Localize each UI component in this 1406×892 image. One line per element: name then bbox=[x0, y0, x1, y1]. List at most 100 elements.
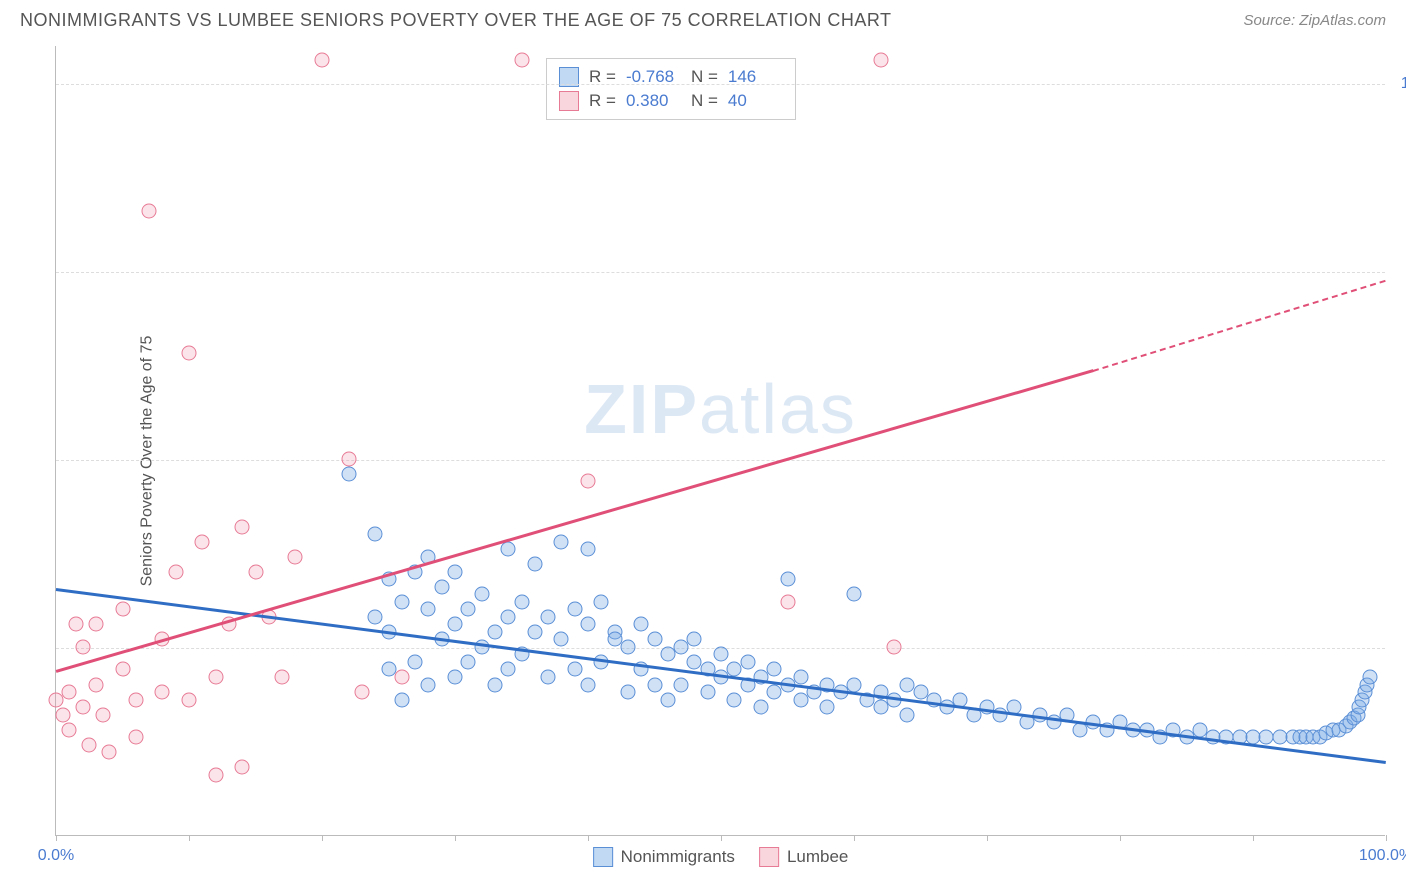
scatter-point bbox=[448, 564, 463, 579]
x-tick bbox=[721, 835, 722, 841]
x-tick bbox=[1386, 835, 1387, 841]
legend-item-blue: Nonimmigrants bbox=[593, 847, 735, 867]
x-tick bbox=[987, 835, 988, 841]
scatter-point bbox=[581, 474, 596, 489]
scatter-point bbox=[487, 677, 502, 692]
scatter-point bbox=[115, 662, 130, 677]
scatter-point bbox=[541, 609, 556, 624]
scatter-point bbox=[900, 707, 915, 722]
scatter-point bbox=[368, 527, 383, 542]
scatter-point bbox=[647, 632, 662, 647]
swatch-blue-icon bbox=[593, 847, 613, 867]
scatter-point bbox=[381, 662, 396, 677]
scatter-point bbox=[421, 677, 436, 692]
scatter-point bbox=[634, 617, 649, 632]
scatter-point bbox=[820, 700, 835, 715]
scatter-point bbox=[235, 760, 250, 775]
scatter-point bbox=[581, 542, 596, 557]
stat-r-label: R = bbox=[589, 91, 616, 111]
scatter-point bbox=[554, 534, 569, 549]
gridline-h bbox=[56, 272, 1385, 273]
scatter-point bbox=[68, 617, 83, 632]
scatter-point bbox=[527, 624, 542, 639]
x-tick bbox=[854, 835, 855, 841]
scatter-point bbox=[394, 692, 409, 707]
scatter-point bbox=[501, 542, 516, 557]
scatter-point bbox=[128, 730, 143, 745]
scatter-point bbox=[461, 602, 476, 617]
scatter-point bbox=[594, 594, 609, 609]
scatter-point bbox=[235, 519, 250, 534]
scatter-point bbox=[567, 602, 582, 617]
scatter-point bbox=[142, 203, 157, 218]
scatter-point bbox=[501, 662, 516, 677]
scatter-point bbox=[354, 685, 369, 700]
scatter-point bbox=[474, 587, 489, 602]
source-attribution: Source: ZipAtlas.com bbox=[1243, 12, 1386, 29]
scatter-point bbox=[740, 654, 755, 669]
legend-label-blue: Nonimmigrants bbox=[621, 847, 735, 867]
stats-row-blue: R = -0.768 N = 146 bbox=[559, 65, 783, 89]
scatter-point bbox=[275, 670, 290, 685]
scatter-point bbox=[514, 53, 529, 68]
trendline-dashed bbox=[1093, 279, 1386, 371]
plot-area: ZIPatlas R = -0.768 N = 146 R = 0.380 N … bbox=[55, 46, 1385, 836]
x-tick bbox=[455, 835, 456, 841]
scatter-point bbox=[434, 579, 449, 594]
scatter-point bbox=[62, 722, 77, 737]
x-tick bbox=[322, 835, 323, 841]
scatter-point bbox=[674, 677, 689, 692]
scatter-point bbox=[581, 617, 596, 632]
scatter-point bbox=[873, 53, 888, 68]
scatter-point bbox=[581, 677, 596, 692]
scatter-point bbox=[182, 692, 197, 707]
scatter-point bbox=[567, 662, 582, 677]
scatter-point bbox=[182, 346, 197, 361]
scatter-point bbox=[753, 700, 768, 715]
y-tick-label: 75.0% bbox=[1395, 263, 1406, 281]
scatter-point bbox=[448, 670, 463, 685]
scatter-point bbox=[501, 609, 516, 624]
scatter-point bbox=[408, 654, 423, 669]
scatter-point bbox=[394, 670, 409, 685]
scatter-point bbox=[248, 564, 263, 579]
legend-bottom: Nonimmigrants Lumbee bbox=[593, 847, 849, 867]
x-tick-label: 100.0% bbox=[1359, 847, 1406, 865]
scatter-point bbox=[195, 534, 210, 549]
scatter-point bbox=[82, 737, 97, 752]
scatter-point bbox=[647, 677, 662, 692]
scatter-point bbox=[88, 617, 103, 632]
scatter-point bbox=[155, 685, 170, 700]
scatter-point bbox=[208, 670, 223, 685]
scatter-point bbox=[780, 572, 795, 587]
scatter-point bbox=[421, 602, 436, 617]
x-tick bbox=[588, 835, 589, 841]
y-tick-label: 50.0% bbox=[1395, 451, 1406, 469]
scatter-point bbox=[115, 602, 130, 617]
scatter-point bbox=[394, 594, 409, 609]
y-tick-label: 100.0% bbox=[1395, 75, 1406, 93]
trendline bbox=[56, 370, 1094, 673]
swatch-pink-icon bbox=[559, 91, 579, 111]
scatter-point bbox=[487, 624, 502, 639]
scatter-point bbox=[288, 549, 303, 564]
scatter-point bbox=[341, 451, 356, 466]
scatter-point bbox=[767, 662, 782, 677]
legend-item-pink: Lumbee bbox=[759, 847, 848, 867]
scatter-point bbox=[461, 654, 476, 669]
scatter-point bbox=[315, 53, 330, 68]
stat-n-label: N = bbox=[691, 91, 718, 111]
x-tick bbox=[189, 835, 190, 841]
scatter-point bbox=[102, 745, 117, 760]
scatter-point bbox=[541, 670, 556, 685]
x-tick bbox=[1120, 835, 1121, 841]
scatter-point bbox=[514, 594, 529, 609]
watermark: ZIPatlas bbox=[584, 369, 857, 449]
gridline-h bbox=[56, 460, 1385, 461]
scatter-point bbox=[75, 700, 90, 715]
scatter-point bbox=[55, 707, 70, 722]
x-tick bbox=[1253, 835, 1254, 841]
scatter-point bbox=[368, 609, 383, 624]
scatter-point bbox=[886, 639, 901, 654]
scatter-point bbox=[1363, 670, 1378, 685]
